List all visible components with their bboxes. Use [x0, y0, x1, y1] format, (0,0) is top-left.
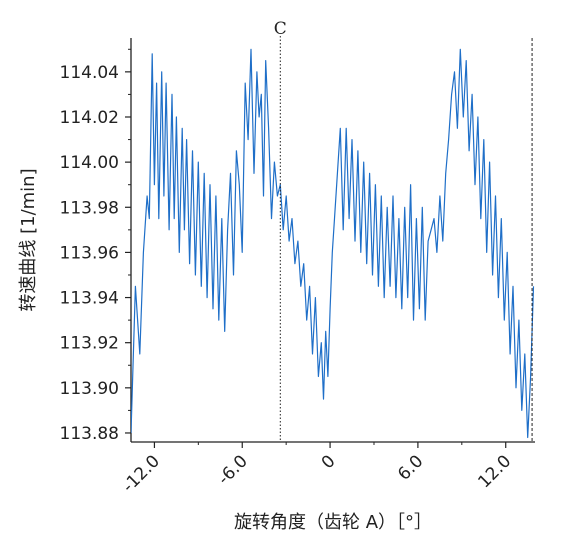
x-tick-label: -12.0: [119, 451, 164, 496]
y-tick-label: 113.96: [60, 243, 119, 263]
y-tick-label: 114.00: [60, 153, 119, 173]
y-tick-label: 113.90: [60, 379, 119, 399]
marker-lines: [279, 36, 533, 442]
x-tick-label: -6.0: [214, 451, 252, 489]
y-axis-title: 转速曲线 [1/min]: [18, 168, 39, 311]
y-tick-label: 114.04: [60, 63, 119, 83]
series-group: [131, 48, 535, 439]
series-line: [131, 48, 535, 439]
y-tick-label: 113.92: [60, 334, 119, 354]
x-tick-label: 0: [318, 451, 340, 473]
y-tick-label: 113.98: [60, 198, 119, 218]
y-tick-label: 113.88: [60, 424, 119, 444]
y-tick-label: 113.94: [60, 289, 119, 309]
x-tick-label: 12.0: [474, 451, 515, 492]
y-tick-label: 114.02: [60, 108, 119, 128]
x-axis-ticks: -12.0 -6.0 0 6.0 12.0: [119, 442, 515, 497]
marker-c-label: C: [274, 19, 287, 39]
y-axis-ticks: 113.88 113.90 113.92 113.94 113.96 113.98 114.…: [60, 48, 131, 444]
x-axis-title: 旋转角度（齿轮 A）［°］: [234, 512, 432, 533]
x-tick-label: 6.0: [394, 451, 427, 484]
